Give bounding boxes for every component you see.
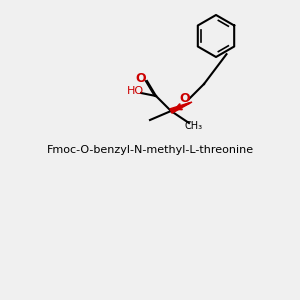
Polygon shape (170, 102, 192, 113)
Text: Fmoc-O-benzyl-N-methyl-L-threonine: Fmoc-O-benzyl-N-methyl-L-threonine (46, 145, 253, 155)
Text: O: O (136, 71, 146, 85)
Text: O: O (179, 92, 190, 106)
Text: HO: HO (126, 86, 144, 97)
Text: CH₃: CH₃ (184, 121, 202, 131)
